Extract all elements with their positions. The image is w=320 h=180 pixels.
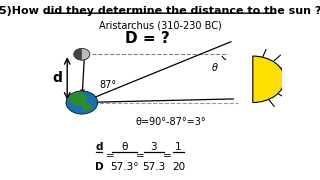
Text: d: d <box>52 71 62 85</box>
Text: 3: 3 <box>151 142 157 152</box>
Circle shape <box>82 103 92 111</box>
Text: θ: θ <box>212 63 218 73</box>
Text: 87°: 87° <box>99 80 116 90</box>
Text: Aristarchus (310-230 BC): Aristarchus (310-230 BC) <box>99 20 221 30</box>
Text: d: d <box>95 142 103 152</box>
Text: D: D <box>95 162 103 172</box>
Text: θ: θ <box>121 142 128 152</box>
Text: θ=90°-87°=3°: θ=90°-87°=3° <box>136 117 206 127</box>
Text: D = ?: D = ? <box>125 31 170 46</box>
Text: 1: 1 <box>175 142 182 152</box>
Text: 5)How did they determine the distance to the sun ?: 5)How did they determine the distance to… <box>0 6 320 16</box>
Text: =: = <box>106 151 115 161</box>
Circle shape <box>69 92 87 106</box>
Text: 20: 20 <box>172 162 185 172</box>
Wedge shape <box>74 48 82 60</box>
Text: 57.3: 57.3 <box>142 162 165 172</box>
Text: =: = <box>136 151 145 161</box>
Circle shape <box>66 91 98 114</box>
Text: =: = <box>163 151 171 161</box>
Circle shape <box>74 48 90 60</box>
Wedge shape <box>253 56 284 102</box>
Text: 57.3°: 57.3° <box>110 162 139 172</box>
